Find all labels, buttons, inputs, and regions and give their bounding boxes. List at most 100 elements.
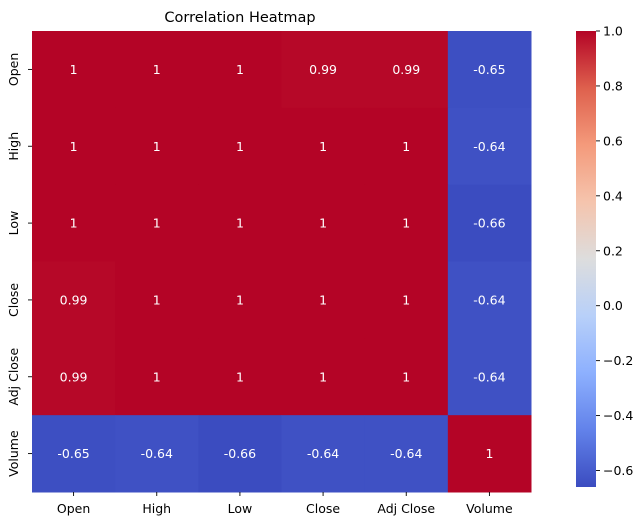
colorbar-tick-label: 1.0: [603, 24, 623, 39]
cell-value-label: -0.66: [224, 446, 256, 461]
cell-value-label: 0.99: [60, 369, 88, 384]
y-tick-label: Volume: [6, 430, 21, 477]
heatmap-cell: [281, 261, 366, 339]
y-tick-label: Close: [6, 283, 21, 317]
cell-value-label: -0.66: [473, 216, 505, 231]
heatmap-cell: [198, 31, 282, 109]
colorbar-tick-label: 0.8: [603, 78, 623, 93]
colorbar-ticks: 1.0 0.8 0.6 0.4 0.2 0.0 −0.2 −0.4 −0.6: [596, 24, 633, 478]
x-tick-label: Close: [306, 501, 340, 516]
heatmap-cell: [447, 415, 532, 493]
heatmap-cell: [198, 107, 282, 186]
cell-value-label: -0.64: [307, 446, 339, 461]
y-axis: Open High Low Close Adj Close Volume: [6, 53, 32, 477]
heatmap-cell: [115, 31, 199, 109]
heatmap-cell: [32, 31, 116, 109]
cell-value-label: 1: [402, 292, 410, 307]
cell-value-label: -0.65: [57, 446, 89, 461]
heatmap-cell: [115, 261, 199, 339]
cell-value-label: 1: [70, 62, 78, 77]
cell-value-label: 1: [153, 139, 161, 154]
heatmap-cell: [364, 184, 449, 262]
y-tick-label: Open: [6, 53, 21, 86]
colorbar: 1.0 0.8 0.6 0.4 0.2 0.0 −0.2 −0.4 −0.6: [576, 24, 633, 487]
heatmap-cell: [198, 184, 282, 262]
x-tick-label: Adj Close: [377, 501, 435, 516]
cell-value-label: 1: [70, 216, 78, 231]
cell-value-label: 1: [236, 62, 244, 77]
heatmap-cell: [447, 338, 532, 416]
cell-value-label: -0.64: [390, 446, 422, 461]
cell-value-label: 1: [153, 369, 161, 384]
cell-value-label: 1: [70, 139, 78, 154]
heatmap-cell: [32, 338, 116, 416]
heatmap-cell: [281, 184, 366, 262]
cell-value-label: 1: [319, 139, 327, 154]
colorbar-tick-label: −0.4: [603, 408, 633, 423]
cell-value-label: 1: [319, 369, 327, 384]
heatmap-cell: [198, 415, 282, 493]
heatmap-cell: [115, 184, 199, 262]
heatmap-cell: [364, 338, 449, 416]
chart-title: Correlation Heatmap: [164, 10, 315, 26]
heatmap-cell: [364, 107, 449, 186]
cell-value-label: 1: [485, 446, 493, 461]
cell-value-label: 1: [236, 216, 244, 231]
cell-value-label: 0.99: [392, 62, 420, 77]
heatmap-cell: [32, 107, 116, 186]
heatmap-cell: [115, 415, 199, 493]
cell-value-label: 0.99: [309, 62, 337, 77]
cell-value-label: 0.99: [60, 292, 88, 307]
x-tick-label: High: [142, 501, 171, 516]
colorbar-gradient: [576, 31, 596, 487]
heatmap-cell: [115, 338, 199, 416]
heatmap-cell: [364, 415, 449, 493]
x-tick-label: Low: [228, 501, 253, 516]
heatmap-cell: [32, 184, 116, 262]
heatmap-cell: [32, 261, 116, 339]
cell-value-label: 1: [402, 369, 410, 384]
heatmap-cell: [281, 31, 366, 109]
x-tick-label: Volume: [466, 501, 513, 516]
cell-value-label: -0.64: [473, 369, 505, 384]
heatmap-cell: [364, 261, 449, 339]
cell-value-label: 1: [153, 62, 161, 77]
heatmap-cell: [447, 107, 532, 186]
cell-value-label: 1: [153, 216, 161, 231]
x-axis: Open High Low Close Adj Close Volume: [57, 492, 513, 516]
x-tick-label: Open: [57, 501, 90, 516]
cell-value-label: -0.65: [473, 62, 505, 77]
cell-value-label: -0.64: [473, 292, 505, 307]
colorbar-tick-label: 0.6: [603, 133, 623, 148]
cell-value-label: 1: [319, 216, 327, 231]
heatmap-cell: [281, 107, 366, 186]
cell-value-label: -0.64: [473, 139, 505, 154]
heatmap-cell: [281, 415, 366, 493]
colorbar-tick-label: 0.2: [603, 243, 623, 258]
y-tick-label: Adj Close: [6, 348, 21, 406]
cell-value-label: 1: [236, 292, 244, 307]
heatmap-cell: [32, 415, 116, 493]
heatmap-cell: [447, 31, 532, 109]
heatmap-cells: 1 1 1 0.99 0.99 -0.65 1 1 1 1 1 -0.64 1 1 1 1 1 -0.66 0.99…: [32, 31, 532, 493]
cell-value-label: 1: [402, 216, 410, 231]
cell-value-label: -0.64: [141, 446, 173, 461]
heatmap-cell: [115, 107, 199, 186]
colorbar-tick-label: −0.2: [603, 353, 633, 368]
cell-value-label: 1: [319, 292, 327, 307]
cell-value-label: 1: [402, 139, 410, 154]
y-tick-label: Low: [6, 211, 21, 236]
cell-value-label: 1: [236, 369, 244, 384]
heatmap-cell: [364, 31, 449, 109]
colorbar-tick-label: −0.6: [603, 463, 633, 478]
heatmap-cell: [198, 338, 282, 416]
cell-value-label: 1: [236, 139, 244, 154]
heatmap-cell: [447, 184, 532, 262]
heatmap-cell: [281, 338, 366, 416]
heatmap-cell: [447, 261, 532, 339]
cell-value-label: 1: [153, 292, 161, 307]
heatmap-cell: [198, 261, 282, 339]
y-tick-label: High: [6, 132, 21, 161]
colorbar-tick-label: 0.0: [603, 298, 623, 313]
